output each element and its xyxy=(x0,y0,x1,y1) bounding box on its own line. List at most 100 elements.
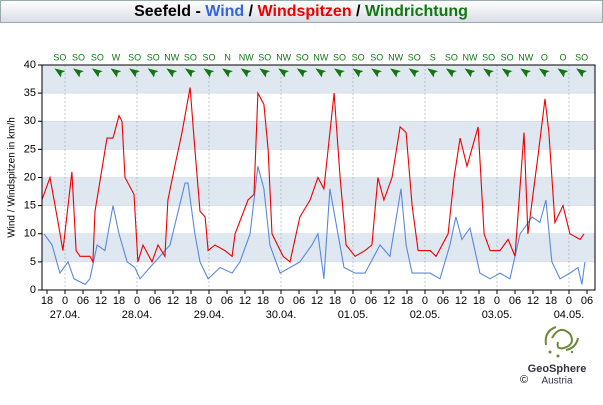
wind-direction-label: SO xyxy=(184,52,197,62)
wind-arrow xyxy=(426,67,440,79)
wind-arrow xyxy=(444,67,458,79)
plot-frame xyxy=(41,64,596,291)
y-tick-label: 5 xyxy=(30,256,36,268)
y-tick-label: 0 xyxy=(30,284,36,296)
x-tick-label: 12 xyxy=(527,295,539,307)
wind-arrow xyxy=(165,67,179,79)
title-part: Wind xyxy=(205,3,244,20)
x-tick-label: 18 xyxy=(113,295,125,307)
logo xyxy=(544,326,579,358)
wind-direction-label: N xyxy=(224,52,231,62)
wind-arrow xyxy=(370,67,384,79)
wind-direction-label: SO xyxy=(445,52,458,62)
wind-direction-label: SO xyxy=(202,52,215,62)
date-label: 29.04. xyxy=(194,309,225,321)
wind-direction-label: SO xyxy=(147,52,160,62)
x-tick-label: 18 xyxy=(257,295,269,307)
x-tick-label: 18 xyxy=(545,295,557,307)
wind-arrow xyxy=(221,67,235,79)
title-part: Windspitzen xyxy=(258,3,352,20)
wind-arrow xyxy=(575,67,589,79)
x-tick-label: 06 xyxy=(221,295,233,307)
date-label: 02.05. xyxy=(410,309,441,321)
y-tick-label: 10 xyxy=(24,228,36,240)
x-tick-label: 18 xyxy=(185,295,197,307)
wind-direction-label: NW xyxy=(276,52,291,62)
x-tick-label: 12 xyxy=(455,295,467,307)
x-tick-label: 0 xyxy=(206,295,212,307)
wind-arrow xyxy=(500,67,514,79)
wind-arrow xyxy=(53,67,67,79)
x-tick-label: 0 xyxy=(62,295,68,307)
wind-direction-label: SO xyxy=(296,52,309,62)
wind-direction-label: W xyxy=(112,52,121,62)
wind-arrow xyxy=(202,67,216,79)
wind-direction-label: SO xyxy=(501,52,514,62)
wind-arrow xyxy=(519,67,533,79)
wind-arrow xyxy=(333,67,347,79)
date-label: 27.04. xyxy=(50,309,81,321)
y-tick-label: 20 xyxy=(24,171,36,183)
wind-direction-label: NW xyxy=(388,52,403,62)
wind-arrow xyxy=(482,67,496,79)
wind-direction-label: SO xyxy=(482,52,495,62)
x-tick-label: 06 xyxy=(293,295,305,307)
wind-arrow xyxy=(146,67,160,79)
x-tick-label: 06 xyxy=(365,295,377,307)
x-tick-label: 0 xyxy=(566,295,572,307)
wind-direction-label: NW xyxy=(462,52,477,62)
x-tick-label: 0 xyxy=(134,295,140,307)
grid-band xyxy=(42,121,595,150)
wind-arrow xyxy=(314,67,328,79)
title-part: / xyxy=(244,3,257,20)
wind-arrow xyxy=(295,67,309,79)
wind-arrow xyxy=(90,67,104,79)
x-tick-label: 06 xyxy=(77,295,89,307)
chart-title: Seefeld - Wind / Windspitzen / Windricht… xyxy=(134,3,468,20)
x-tick-label: 06 xyxy=(509,295,521,307)
logo-sub: Austria xyxy=(541,376,573,387)
wind-direction-label: O xyxy=(541,52,548,62)
wind-direction-label: SO xyxy=(352,52,365,62)
date-label: 04.05. xyxy=(554,309,585,321)
wind-arrow xyxy=(72,67,86,79)
y-tick-label: 15 xyxy=(24,200,36,212)
x-tick-label: 0 xyxy=(494,295,500,307)
wind-arrow xyxy=(183,67,197,79)
wind-direction-label: SO xyxy=(333,52,346,62)
wind-direction-label: SO xyxy=(53,52,66,62)
wind-direction-label: SO xyxy=(370,52,383,62)
x-tick-label: 0 xyxy=(350,295,356,307)
logo-name: GeoSphere xyxy=(528,363,587,375)
y-tick-label: 25 xyxy=(24,143,36,155)
series-line xyxy=(43,166,586,286)
grid-band xyxy=(42,177,595,206)
x-tick-label: 12 xyxy=(239,295,251,307)
x-tick-label: 0 xyxy=(278,295,284,307)
wind-direction-label: SO xyxy=(91,52,104,62)
y-tick-label: 40 xyxy=(24,59,36,71)
wind-arrow xyxy=(128,67,142,79)
wind-arrow xyxy=(556,67,570,79)
y-tick-label: 35 xyxy=(24,87,36,99)
x-tick-label: 18 xyxy=(41,295,53,307)
wind-direction-label: O xyxy=(559,52,566,62)
wind-arrow xyxy=(351,67,365,79)
x-tick-label: 12 xyxy=(167,295,179,307)
x-tick-label: 18 xyxy=(329,295,341,307)
x-tick-label: 06 xyxy=(437,295,449,307)
series-line xyxy=(41,87,585,264)
y-tick-label: 30 xyxy=(24,115,36,127)
y-axis-label: Wind / Windspitzen in km/h xyxy=(7,117,18,238)
wind-arrow xyxy=(407,67,421,79)
x-tick-label: 06 xyxy=(581,295,593,307)
wind-direction-label: NW xyxy=(164,52,179,62)
wind-direction-label: SO xyxy=(258,52,271,62)
title-part: Windrichtung xyxy=(365,3,468,20)
wind-arrow xyxy=(109,67,123,79)
date-label: 03.05. xyxy=(482,309,513,321)
date-label: 28.04. xyxy=(122,309,153,321)
wind-arrow xyxy=(463,67,477,79)
wind-direction-label: NW xyxy=(239,52,254,62)
wind-direction-label: SO xyxy=(408,52,421,62)
